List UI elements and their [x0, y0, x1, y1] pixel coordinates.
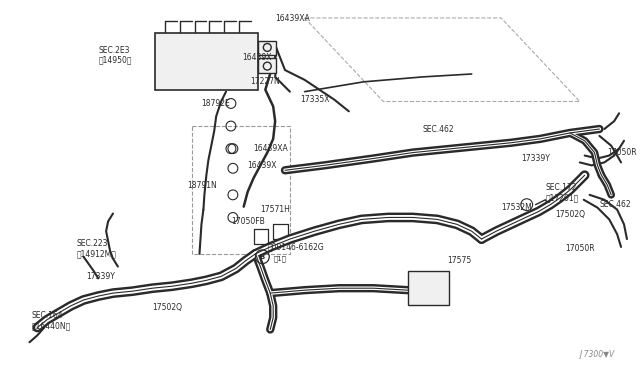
Text: 17502Q: 17502Q	[152, 303, 182, 312]
Text: 17227N: 17227N	[251, 77, 280, 86]
Bar	[191, 126, 290, 254]
Text: 17339Y: 17339Y	[521, 154, 550, 163]
Text: SEC.462: SEC.462	[422, 125, 454, 134]
Text: 17571H: 17571H	[260, 205, 291, 214]
Text: SEC.164: SEC.164	[31, 311, 63, 320]
Text: 17502Q: 17502Q	[556, 210, 585, 219]
Text: SEC.223: SEC.223	[77, 240, 108, 248]
Text: 16439X: 16439X	[248, 161, 277, 170]
Text: B: B	[260, 254, 265, 260]
Text: 17575: 17575	[447, 256, 472, 265]
Bar	[259, 41, 276, 55]
Text: SEC.172: SEC.172	[545, 183, 577, 192]
Text: 17339Y: 17339Y	[86, 272, 115, 281]
Text: 16439X: 16439X	[242, 53, 271, 62]
Bar	[156, 33, 259, 90]
Text: SEC.2E3: SEC.2E3	[99, 46, 130, 55]
Text: 〔14950〕: 〔14950〕	[99, 56, 132, 65]
Bar	[259, 58, 276, 73]
Bar	[408, 270, 449, 305]
Text: 〔16440N〕: 〔16440N〕	[31, 321, 70, 330]
Text: 17050FB: 17050FB	[231, 217, 265, 226]
Text: 17532M: 17532M	[501, 203, 532, 212]
Text: J 7300▼V: J 7300▼V	[579, 350, 614, 359]
Text: 16439XA: 16439XA	[275, 15, 310, 23]
Text: 、1。: 、1。	[273, 256, 286, 262]
Text: 〔14912M〕: 〔14912M〕	[77, 249, 116, 258]
Text: 17335X: 17335X	[300, 95, 329, 104]
Text: 17050R: 17050R	[607, 148, 637, 157]
Text: 18791N: 18791N	[187, 180, 216, 189]
Text: 18792E: 18792E	[202, 99, 230, 108]
Text: 17050R: 17050R	[565, 244, 595, 253]
Text: SEC.462: SEC.462	[600, 200, 631, 209]
Text: 09146-6162G: 09146-6162G	[268, 243, 324, 251]
Text: 16439XA: 16439XA	[253, 144, 288, 153]
Text: 〔17201〕: 〔17201〕	[545, 193, 579, 202]
